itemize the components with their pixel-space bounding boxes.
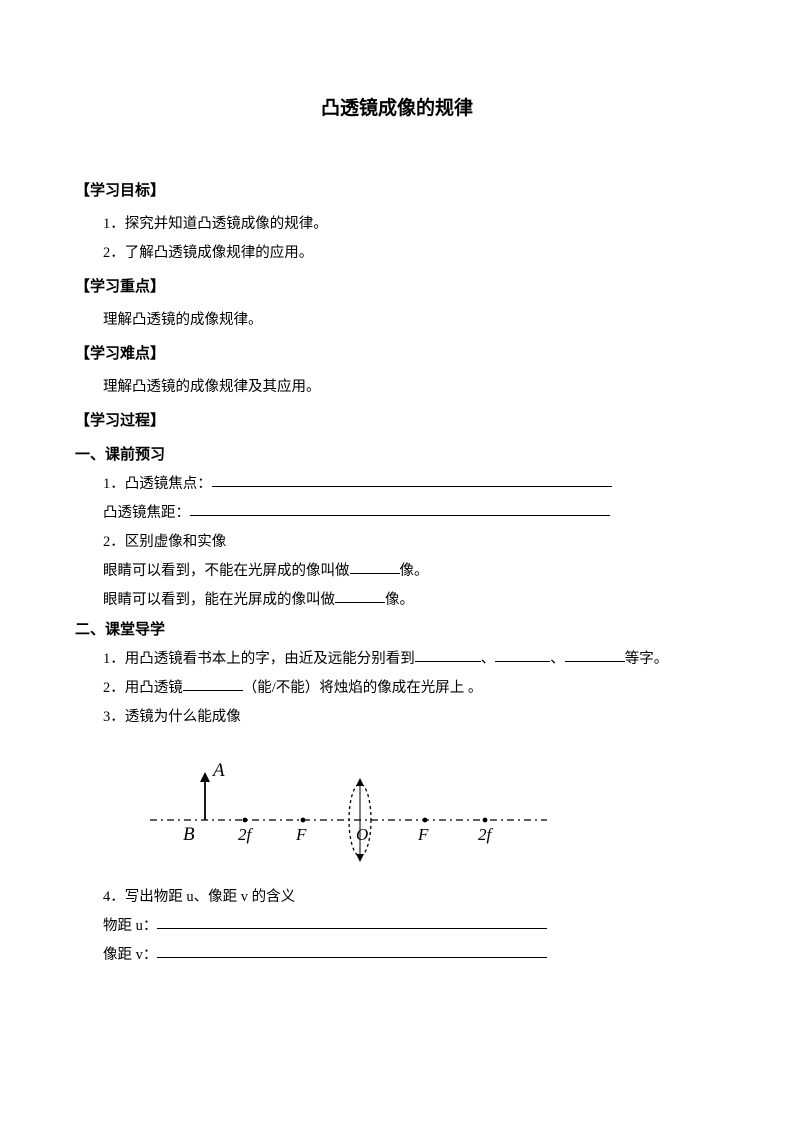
- class-item-2: 2．用凸透镜 （能/不能）将烛焰的像成在光屏上 。: [75, 674, 719, 703]
- blank-focal-point[interactable]: [212, 472, 612, 488]
- preview-item-2a: 眼睛可以看到，不能在光屏成的像叫做 像。: [75, 557, 719, 586]
- class-1-sep1: 、: [481, 651, 496, 667]
- class-item-4: 4．写出物距 u、像距 v 的含义: [75, 883, 719, 912]
- class-item-4a: 物距 u：: [75, 912, 719, 941]
- blank-c1c[interactable]: [565, 647, 625, 663]
- heading-class: 二、课堂导学: [75, 615, 719, 645]
- heading-preview: 一、课前预习: [75, 440, 719, 470]
- preview-item-2: 2．区别虚像和实像: [75, 528, 719, 557]
- heading-difficult: 【学习难点】: [75, 339, 719, 369]
- svg-text:A: A: [211, 760, 225, 781]
- preview-2b-post: 像。: [385, 592, 414, 608]
- svg-text:2f: 2f: [238, 825, 254, 844]
- blank-focal-length[interactable]: [190, 501, 610, 517]
- preview-item-1b: 凸透镜焦距：: [75, 499, 719, 528]
- svg-text:O: O: [356, 825, 368, 844]
- goal-item-2: 2．了解凸透镜成像规律的应用。: [75, 239, 719, 268]
- blank-c2[interactable]: [183, 676, 243, 692]
- preview-2a-post: 像。: [400, 563, 429, 579]
- page-title: 凸透镜成像的规律: [75, 90, 719, 128]
- difficult-item-1: 理解凸透镜的成像规律及其应用。: [75, 373, 719, 402]
- class-2-post: （能/不能）将烛焰的像成在光屏上 。: [243, 680, 483, 696]
- blank-virtual[interactable]: [350, 559, 400, 575]
- class-1-sep2: 、: [550, 651, 565, 667]
- svg-text:F: F: [295, 825, 307, 844]
- preview-2a-pre: 眼睛可以看到，不能在光屏成的像叫做: [103, 563, 350, 579]
- lens-svg: 2f F F 2f O A B: [135, 742, 555, 862]
- heading-key: 【学习重点】: [75, 272, 719, 302]
- class-item-1: 1．用凸透镜看书本上的字，由近及远能分别看到 、 、 等字。: [75, 645, 719, 674]
- heading-process: 【学习过程】: [75, 406, 719, 436]
- preview-item-1: 1．凸透镜焦点：: [75, 470, 719, 499]
- blank-u[interactable]: [157, 914, 547, 930]
- document-page: 凸透镜成像的规律 【学习目标】 1．探究并知道凸透镜成像的规律。 2．了解凸透镜…: [0, 0, 794, 1030]
- preview-item-2b: 眼睛可以看到，能在光屏成的像叫做 像。: [75, 586, 719, 615]
- blank-v[interactable]: [157, 943, 547, 959]
- svg-text:B: B: [183, 824, 195, 845]
- goal-item-1: 1．探究并知道凸透镜成像的规律。: [75, 210, 719, 239]
- blank-c1a[interactable]: [415, 647, 481, 663]
- preview-item-1-label: 1．凸透镜焦点：: [103, 476, 212, 492]
- lens-diagram: 2f F F 2f O A B: [135, 742, 719, 873]
- blank-c1b[interactable]: [495, 647, 550, 663]
- key-item-1: 理解凸透镜的成像规律。: [75, 306, 719, 335]
- svg-text:2f: 2f: [478, 825, 494, 844]
- class-item-4b: 像距 v：: [75, 941, 719, 970]
- preview-item-1b-label: 凸透镜焦距：: [103, 505, 190, 521]
- class-2-pre: 2．用凸透镜: [103, 680, 183, 696]
- class-4a-label: 物距 u：: [103, 918, 157, 934]
- class-1-pre: 1．用凸透镜看书本上的字，由近及远能分别看到: [103, 651, 415, 667]
- class-1-post: 等字。: [625, 651, 669, 667]
- svg-text:F: F: [417, 825, 429, 844]
- class-4b-label: 像距 v：: [103, 947, 157, 963]
- blank-real[interactable]: [335, 588, 385, 604]
- preview-2b-pre: 眼睛可以看到，能在光屏成的像叫做: [103, 592, 335, 608]
- class-item-3: 3．透镜为什么能成像: [75, 703, 719, 732]
- heading-goal: 【学习目标】: [75, 176, 719, 206]
